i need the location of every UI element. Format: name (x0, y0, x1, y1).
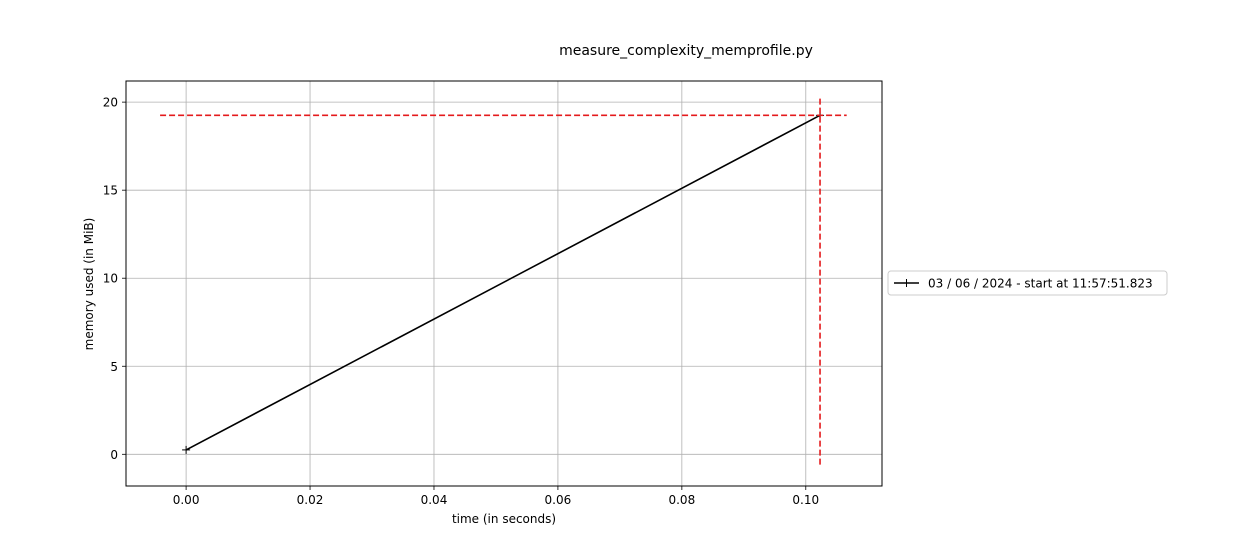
legend-box (887, 270, 1168, 296)
y-tick-label: 10 (103, 272, 118, 286)
y-tick-label: 5 (110, 360, 118, 374)
y-axis-label: memory used (in MiB) (82, 218, 96, 351)
data-point-marker (182, 445, 191, 454)
x-axis-label: time (in seconds) (452, 512, 556, 526)
x-tick-label: 0.08 (668, 493, 695, 507)
x-tick-label: 0.04 (421, 493, 448, 507)
grid-lines (126, 81, 882, 486)
x-tick-label: 0.10 (792, 493, 819, 507)
x-tick-label: 0.06 (545, 493, 572, 507)
y-tick-label: 20 (103, 96, 118, 110)
legend-entry-label: 03 / 06 / 2024 - start at 11:57:51.823 (928, 277, 1153, 291)
legend: 03 / 06 / 2024 - start at 11:57:51.823 (887, 270, 1168, 296)
x-tick-label: 0.00 (173, 493, 200, 507)
max-marker-lines (160, 98, 847, 467)
y-tick-label: 15 (103, 184, 118, 198)
series-line (185, 114, 821, 451)
x-tick-label: 0.02 (297, 493, 324, 507)
plot-frame (125, 80, 883, 487)
axis-ticks: 0.00 0.02 0.04 0.06 0.08 0.10 0 5 10 15 20 (103, 96, 819, 507)
y-tick-label: 0 (110, 448, 118, 462)
chart-title: measure_complexity_memprofile.py (559, 43, 813, 59)
